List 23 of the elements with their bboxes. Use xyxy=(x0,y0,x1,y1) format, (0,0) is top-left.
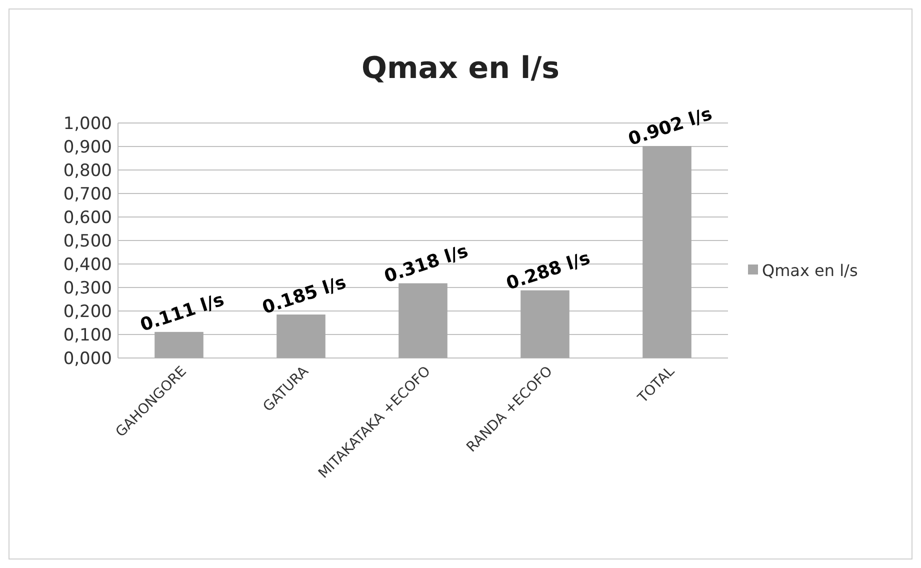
y-tick-label: 0,500 xyxy=(63,231,112,252)
y-tick-label: 0,100 xyxy=(63,325,112,346)
y-tick-label: 0,900 xyxy=(63,137,112,158)
bar xyxy=(642,146,692,358)
y-tick-label: 0,400 xyxy=(63,254,112,275)
bar xyxy=(398,283,448,358)
y-tick-label: 0,800 xyxy=(63,160,112,181)
y-tick-label: 0,300 xyxy=(63,278,112,298)
y-tick-label: 0,000 xyxy=(63,348,112,369)
chart-title: Qmax en l/s xyxy=(361,51,560,86)
bar xyxy=(154,332,204,358)
text: 0.288 l/s xyxy=(504,248,593,294)
y-tick-label: 1,000 xyxy=(63,114,112,134)
bar xyxy=(520,290,570,358)
text: 0.318 l/s xyxy=(382,240,471,288)
text: 0.185 l/s xyxy=(260,272,349,319)
y-tick-label: 0,600 xyxy=(63,208,112,228)
text: 0.902 l/s xyxy=(626,103,715,150)
text: 0.111 l/s xyxy=(138,289,227,336)
legend-label: Qmax en l/s xyxy=(762,261,858,280)
y-tick-label: 0,700 xyxy=(63,184,112,204)
y-tick-label: 0,200 xyxy=(63,302,112,322)
bar xyxy=(276,314,326,358)
